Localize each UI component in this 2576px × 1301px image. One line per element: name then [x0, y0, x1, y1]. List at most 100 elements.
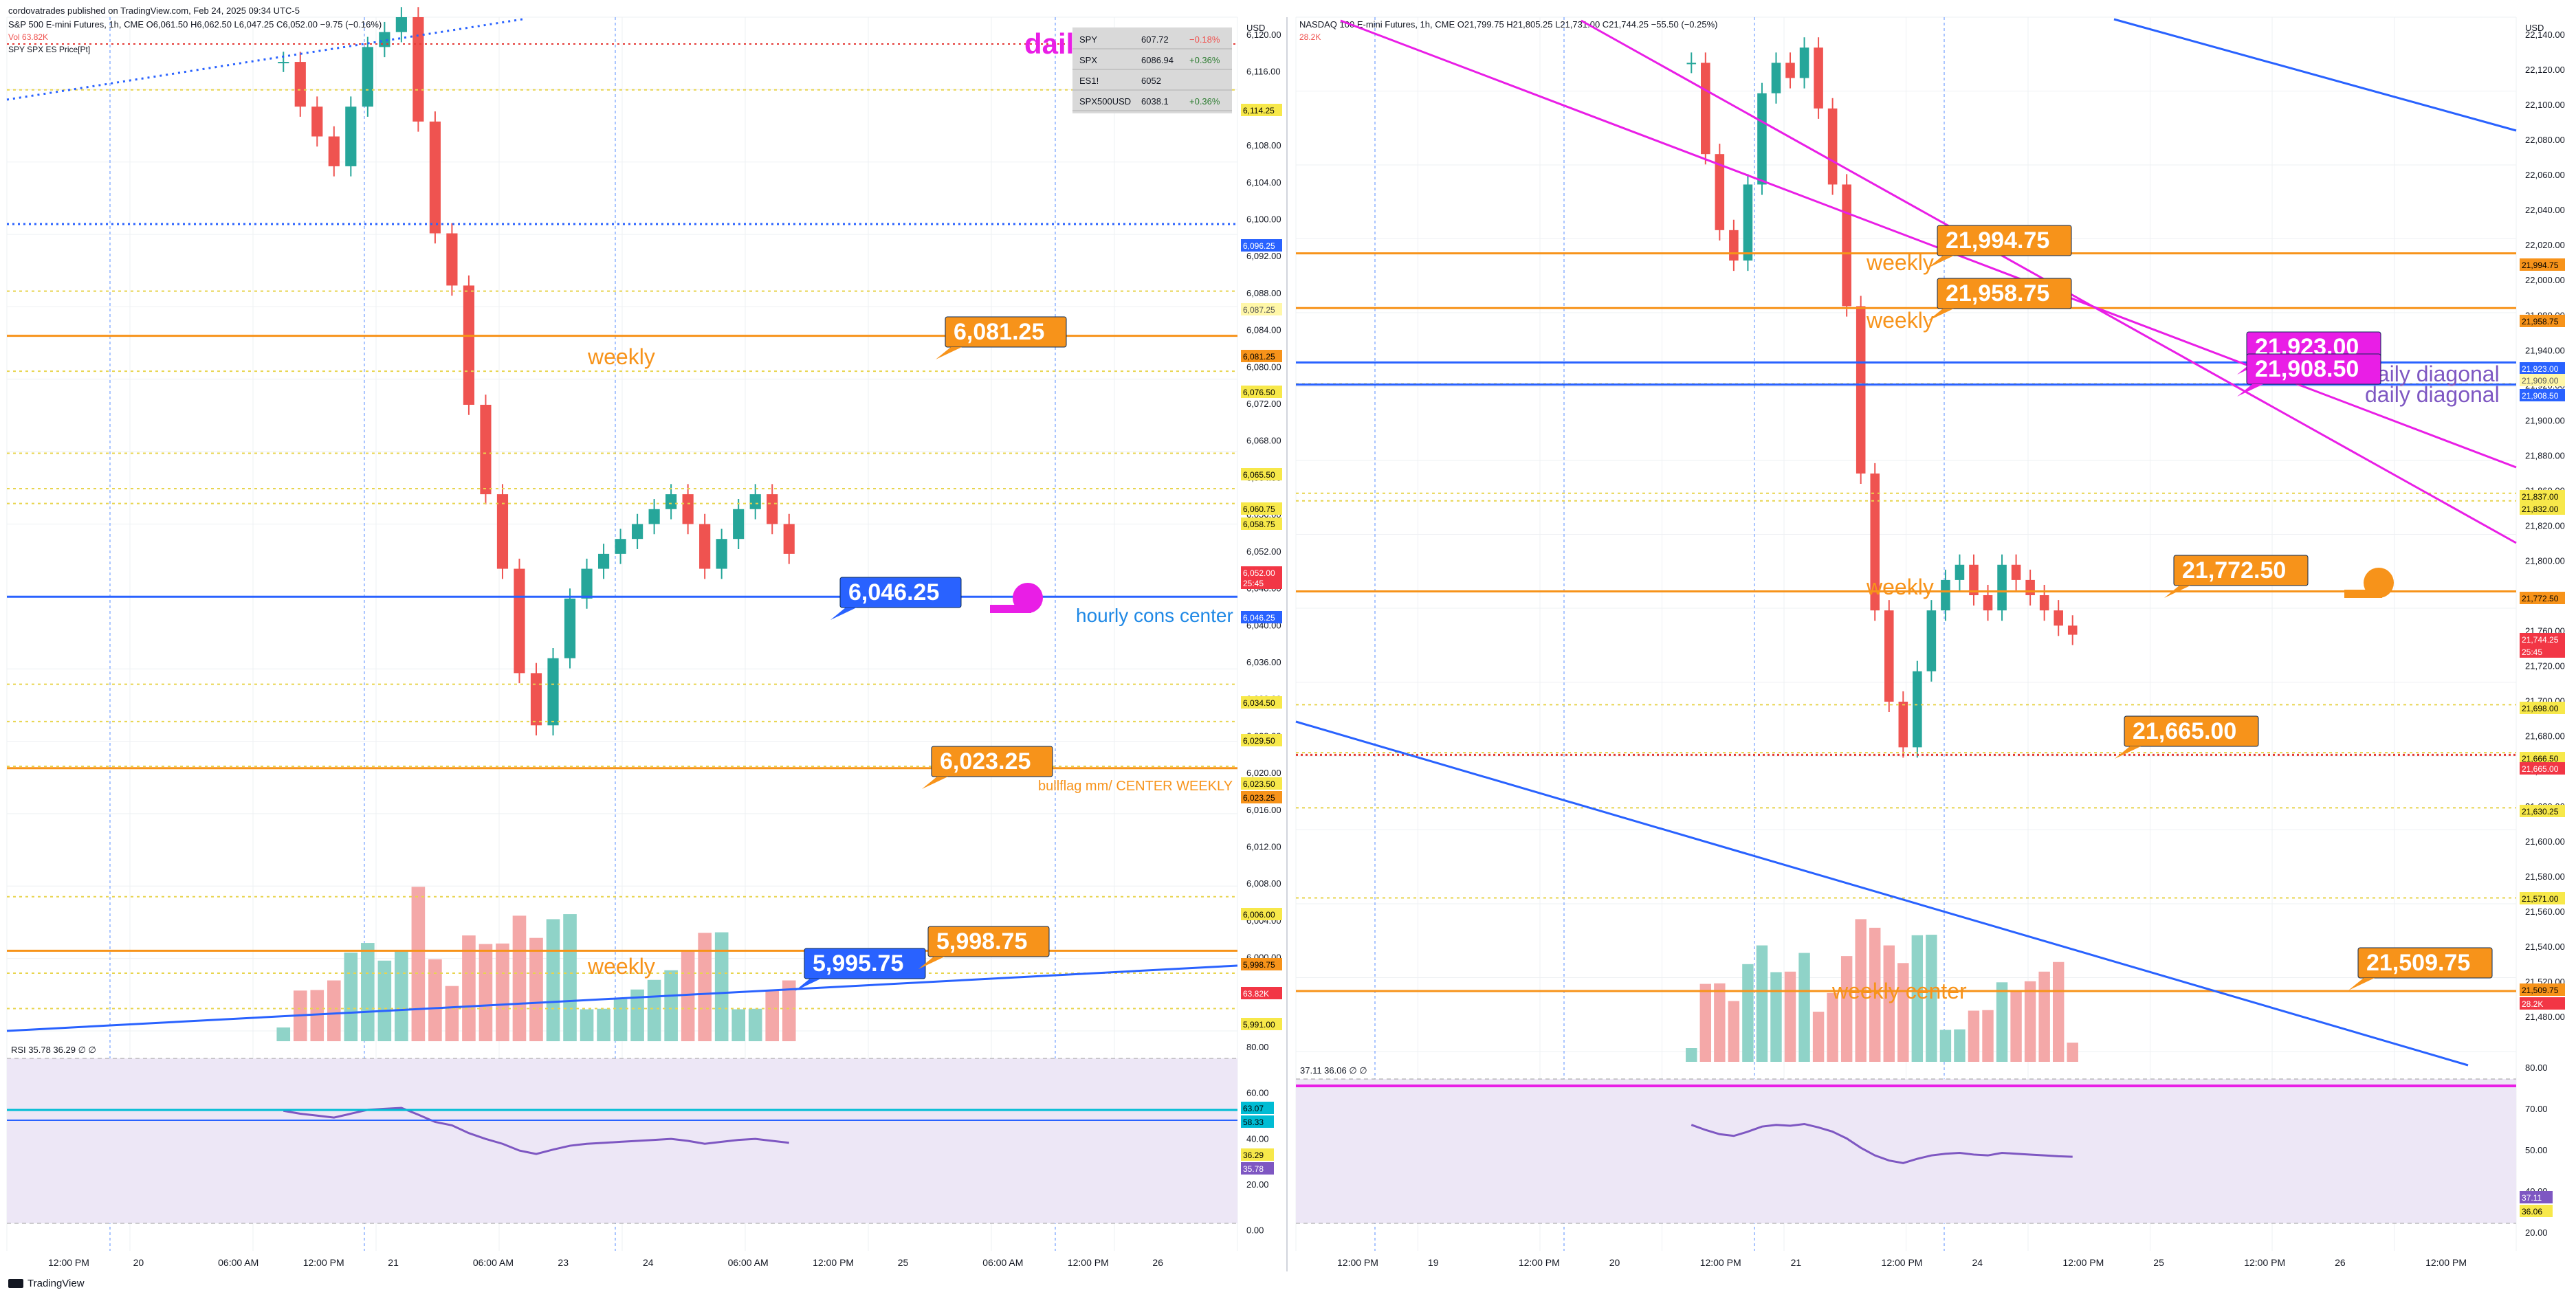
- price-tag-bg: [1241, 1018, 1282, 1030]
- rsi-tag: 35.78: [1243, 1164, 1264, 1174]
- volume-bar: [361, 943, 375, 1041]
- price-axis-tick: 22,020.00: [2525, 240, 2565, 250]
- price-axis-tick: 6,080.00: [1246, 362, 1281, 372]
- candle-body: [767, 494, 778, 524]
- price-axis-tick: 6,052.00: [1246, 546, 1281, 557]
- price-axis-tick: 21,480.00: [2525, 1012, 2565, 1022]
- time-axis-tick: 06:00 AM: [218, 1257, 258, 1268]
- volume-bar: [580, 1009, 594, 1041]
- callout-21994-box: [1937, 225, 2072, 256]
- table-cell-price: 6038.1: [1141, 96, 1169, 107]
- price-tag: 21,923.00: [2522, 364, 2559, 374]
- price-tag: 6,058.75: [1243, 520, 1275, 529]
- daily-diagonal-label: daily diagonal: [2365, 382, 2500, 407]
- price-axis-unit: USD: [2525, 23, 2544, 33]
- volume-bar: [1686, 1048, 1697, 1062]
- price-tag-bg: [2520, 258, 2565, 271]
- table-cell-change: +0.36%: [1189, 96, 1220, 107]
- volume-bar: [597, 1008, 610, 1041]
- callout-6081-pointer: [936, 347, 962, 359]
- price-tag-bg: [1241, 777, 1282, 790]
- upper-trendline: [2113, 18, 2517, 132]
- price-tag: 5,991.00: [1243, 1020, 1275, 1030]
- time-axis-tick: 25: [898, 1257, 909, 1268]
- candle-body: [648, 509, 660, 524]
- volume-bar: [395, 950, 408, 1041]
- callout-6046-pointer: [830, 608, 857, 620]
- rsi-tag-bg: [1241, 1148, 1274, 1161]
- callout-21908-box: [2246, 353, 2381, 385]
- price-axis-tick: 6,008.00: [1246, 878, 1281, 889]
- callout-21908-pointer: [2237, 384, 2263, 397]
- candle-body: [2025, 579, 2035, 596]
- price-axis-tick: 21,540.00: [2525, 942, 2565, 952]
- price-tag-bg: [1241, 734, 1282, 746]
- volume-bar: [496, 943, 509, 1041]
- volume-bar: [529, 937, 543, 1041]
- price-axis-tick: 6,036.00: [1246, 657, 1281, 667]
- price-tag: 21,665.00: [2522, 764, 2559, 774]
- price-axis-tick: 6,088.00: [1246, 288, 1281, 298]
- candle-body: [1969, 564, 1979, 596]
- time-axis-tick: 06:00 AM: [728, 1257, 769, 1268]
- volume-bar: [512, 915, 527, 1041]
- price-tag-bg: [2520, 645, 2565, 658]
- callout-21994-pointer: [1928, 256, 1954, 268]
- candle-body: [1926, 610, 1937, 671]
- time-axis-tick: 06:00 AM: [982, 1257, 1023, 1268]
- price-tag-bg: [2520, 362, 2565, 375]
- time-axis-tick: 26: [2335, 1257, 2346, 1268]
- price-tag-bg: [1241, 502, 1282, 515]
- callout-21509-box: [2357, 947, 2493, 979]
- callout-21908: 21,908.50: [2255, 356, 2359, 382]
- price-axis-tick: 22,100.00: [2525, 100, 2565, 110]
- candle-body: [2011, 564, 2021, 580]
- candle-body: [429, 121, 441, 234]
- candle-body: [1686, 63, 1697, 65]
- volume-bar: [765, 990, 780, 1041]
- price-tag-bg: [2520, 374, 2565, 386]
- volume-bar: [1812, 1012, 1825, 1062]
- volume-bar: [310, 990, 324, 1041]
- price-axis-tick: 21,880.00: [2525, 450, 2565, 460]
- candle-body: [1913, 671, 1922, 748]
- time-axis-tick: 24: [1972, 1257, 1983, 1268]
- candle-body: [632, 524, 643, 540]
- time-axis-tick: 20: [133, 1257, 144, 1268]
- price-axis-tick: 22,060.00: [2525, 170, 2565, 180]
- candle-body: [749, 494, 761, 509]
- price-tag-bg: [2520, 389, 2565, 401]
- dotted-trendline: [6, 18, 523, 101]
- candle-body: [446, 233, 458, 286]
- candle-body: [278, 62, 289, 64]
- volume-bar: [1798, 953, 1810, 1062]
- price-tag-bg: [1241, 104, 1282, 116]
- price-tag: 21,772.50: [2522, 594, 2559, 603]
- price-axis-tick: 6,020.00: [1246, 768, 1281, 778]
- price-tag-bg: [2520, 752, 2565, 764]
- rsi-tag: 36.06: [2522, 1207, 2542, 1216]
- key-icon-shaft: [2344, 590, 2382, 598]
- volume-bar: [782, 980, 796, 1041]
- callout-5995-pointer: [795, 979, 821, 991]
- price-axis-tick: 6,100.00: [1246, 214, 1281, 225]
- candle-body: [1898, 701, 1908, 748]
- volume-bar: [1699, 983, 1712, 1062]
- price-tag-bg: [1241, 468, 1282, 480]
- price-tag: 21,571.00: [2522, 894, 2559, 904]
- callout-5998-box: [927, 926, 1050, 957]
- candle-body: [514, 568, 525, 674]
- magenta-diagonal: [1340, 19, 2517, 469]
- price-tag-bg: [1241, 696, 1282, 709]
- price-tag: 6,114.25: [1243, 106, 1275, 115]
- price-axis-tick: 6,104.00: [1246, 177, 1281, 188]
- price-tag: 21,698.00: [2522, 704, 2559, 713]
- price-axis-tick: 21,560.00: [2525, 907, 2565, 917]
- volume-label-right: 28.2K: [1299, 32, 1321, 42]
- falling-trendline: [1295, 720, 2469, 1067]
- price-tag: 6,034.50: [1243, 698, 1275, 708]
- table-cell-price: 6086.94: [1141, 55, 1174, 65]
- rsi-tag-bg: [1241, 1102, 1274, 1114]
- table-cell-price: 607.72: [1141, 34, 1169, 45]
